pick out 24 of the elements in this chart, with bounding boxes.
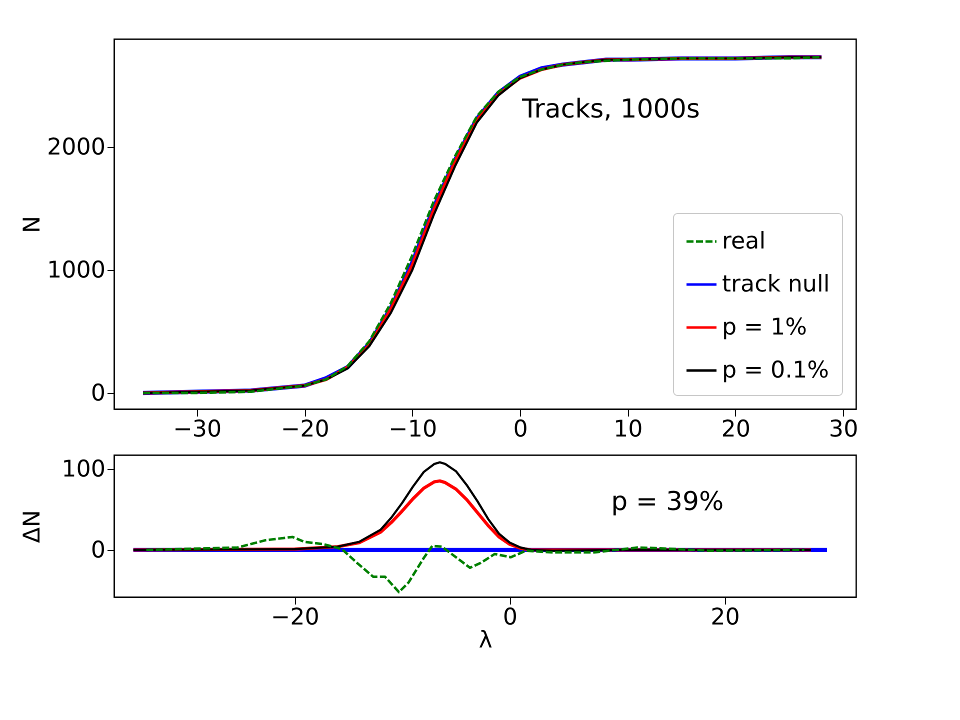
legend-label: track null xyxy=(722,272,830,298)
y-tick-label: 0 xyxy=(90,537,106,564)
y-tick-label: 2000 xyxy=(46,134,106,160)
x-tick-label: −20 xyxy=(270,604,320,630)
y-axis-title: ΔN xyxy=(20,510,46,543)
x-tick-label: −20 xyxy=(280,416,330,442)
y-tick-label: 0 xyxy=(90,380,106,407)
y-tick-label: 100 xyxy=(62,456,106,482)
x-tick-label: −30 xyxy=(173,416,222,442)
x-tick-label: 10 xyxy=(614,416,643,442)
x-tick-label: −10 xyxy=(388,416,438,442)
x-axis-title: λ xyxy=(478,628,492,654)
y-tick-label: 1000 xyxy=(46,258,106,284)
annotation: p = 39% xyxy=(611,486,724,517)
x-tick-label: 20 xyxy=(710,604,740,630)
y-axis-title: N xyxy=(20,216,46,234)
legend-label: p = 0.1% xyxy=(722,358,829,384)
x-tick-label: 0 xyxy=(513,416,528,442)
legend-label: real xyxy=(722,228,766,254)
x-tick-label: 20 xyxy=(721,416,751,442)
annotation: Tracks, 1000s xyxy=(521,94,700,124)
legend-label: p = 1% xyxy=(722,314,807,340)
x-tick-label: 30 xyxy=(828,416,858,442)
x-tick-label: 0 xyxy=(502,604,518,630)
